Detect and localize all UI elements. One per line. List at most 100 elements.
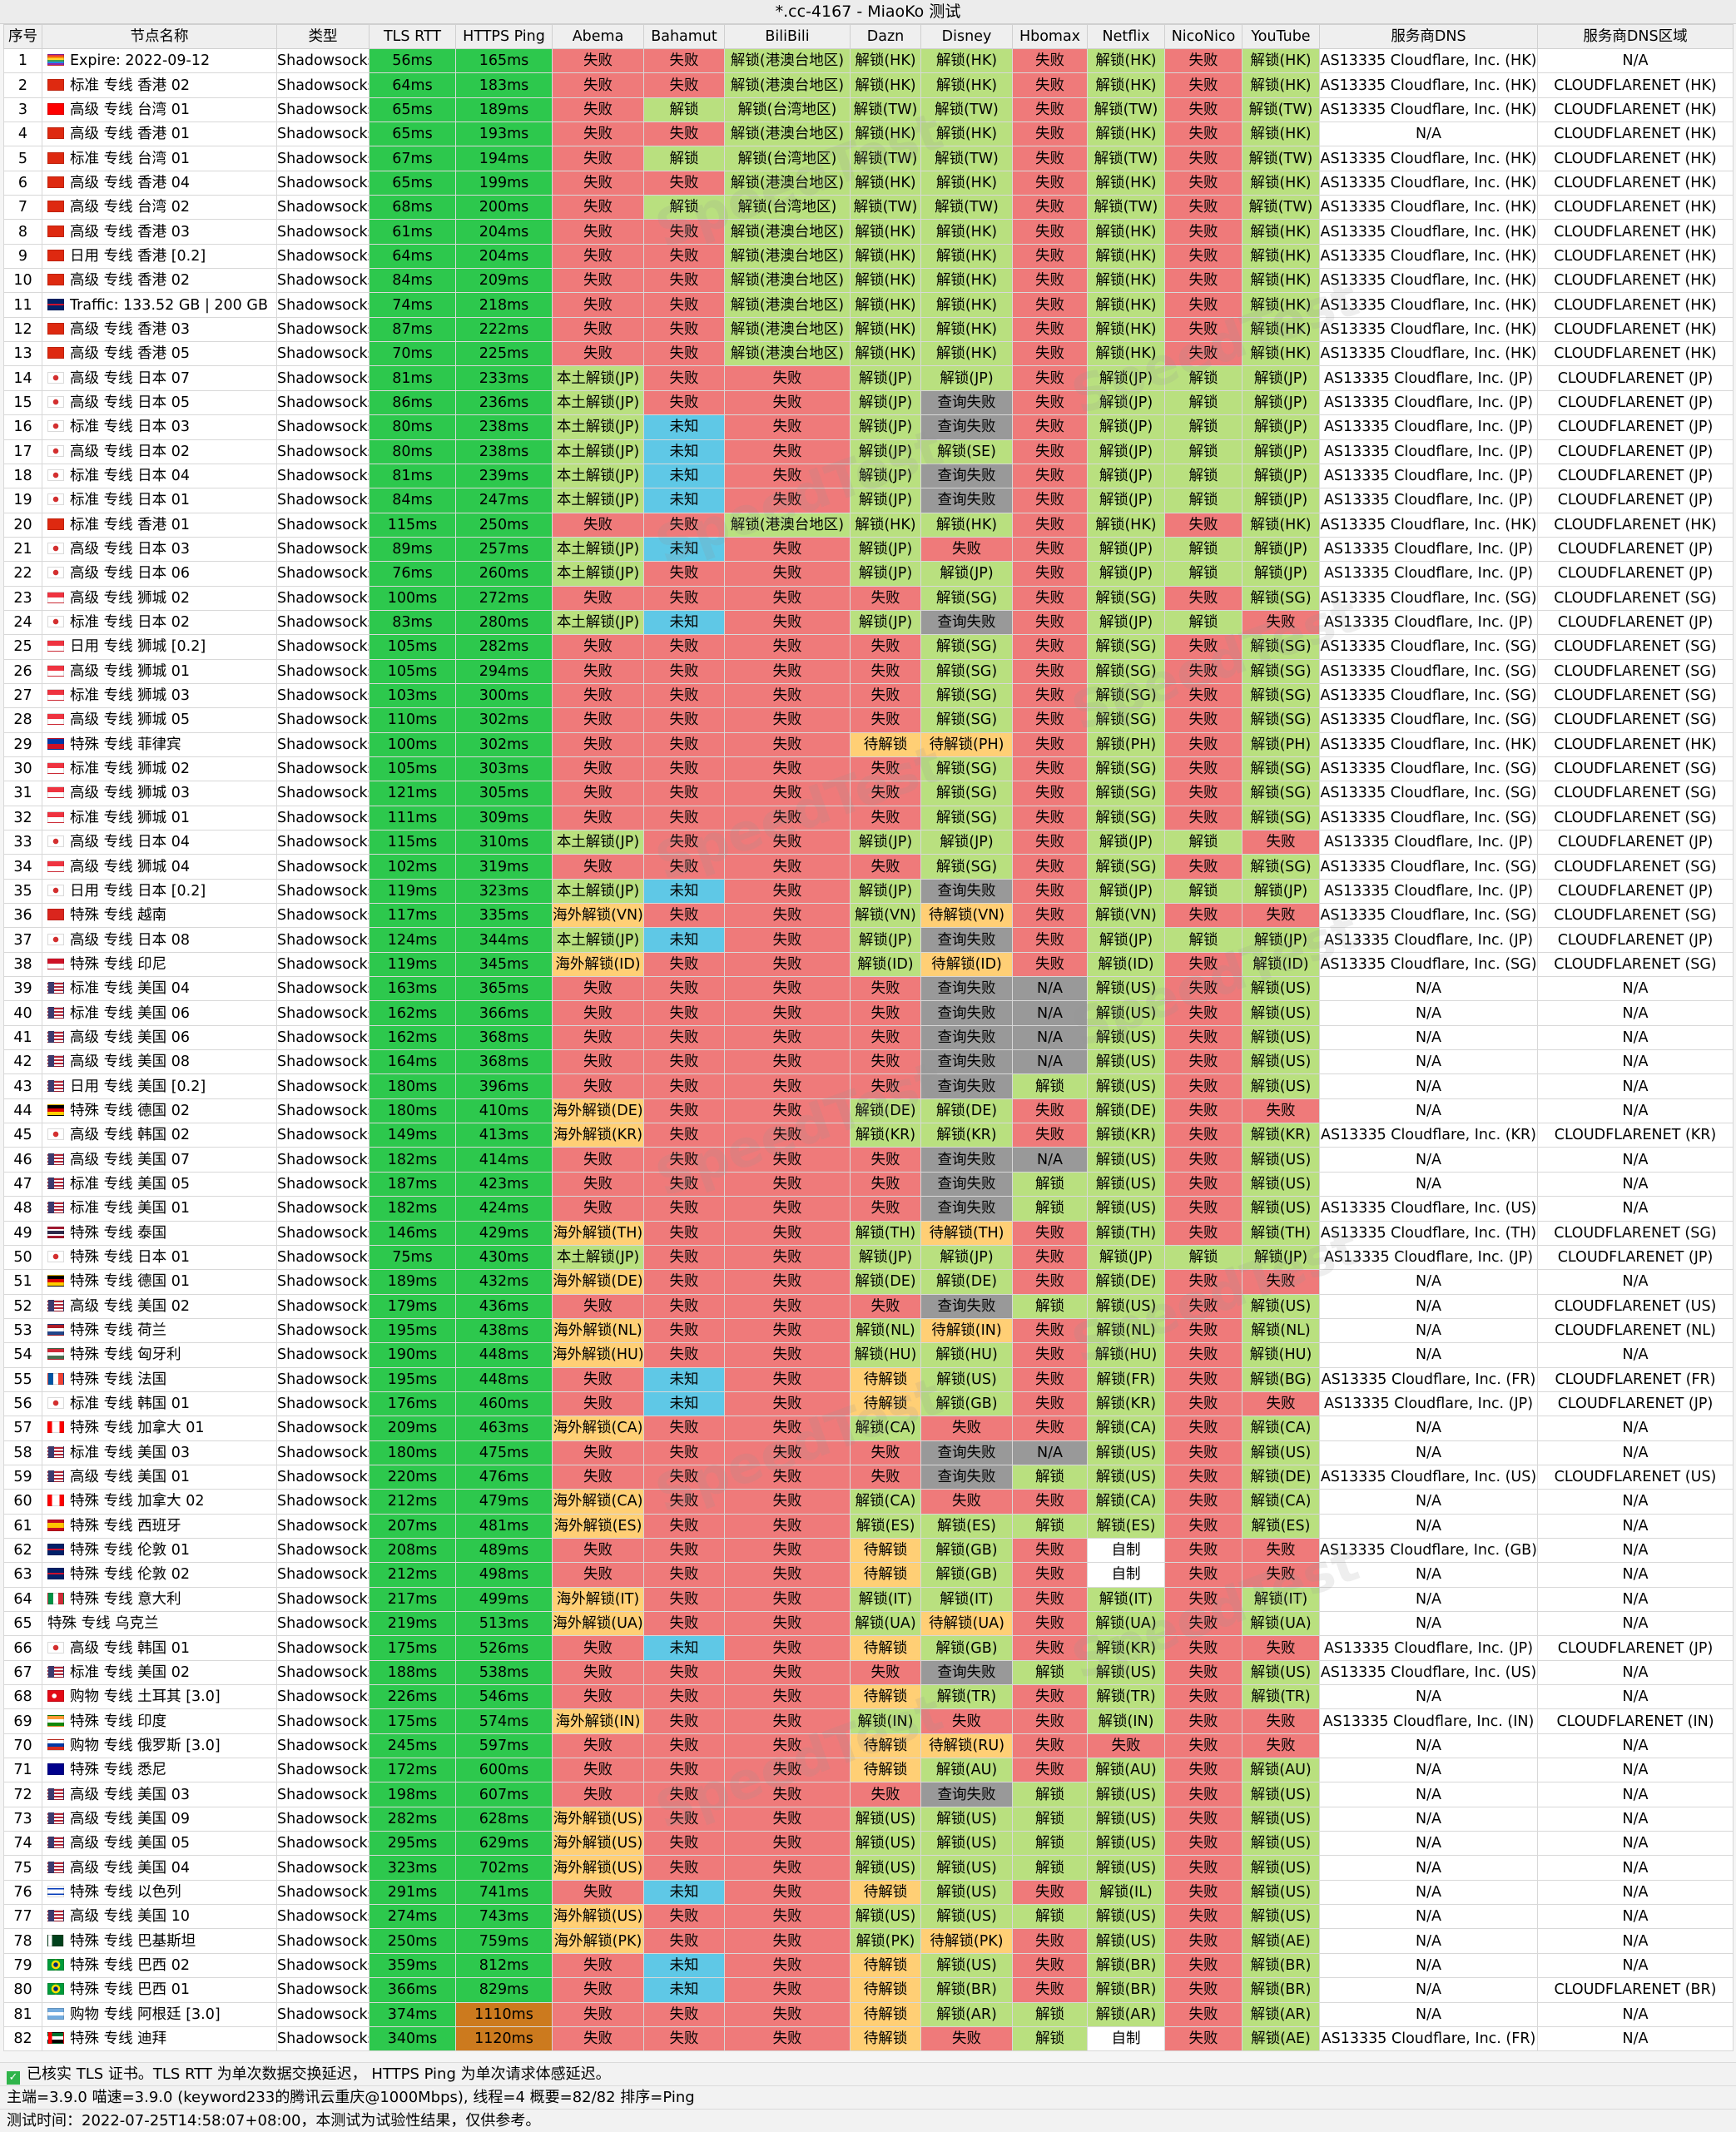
- table-row[interactable]: 36 特殊 专线 越南 Shadowsocks 117ms 335ms 海外解锁(VN) 失…: [3, 903, 1734, 929]
- table-row[interactable]: 4 高级 专线 香港 01 Shadowsocks 65ms 193ms 失败 失败 解锁(港…: [3, 121, 1734, 147]
- table-row[interactable]: 78 特殊 专线 巴基斯坦 Shadowsocks 250ms 759ms 海外解锁(PK…: [3, 1928, 1734, 1954]
- col-header-tls-rtt[interactable]: TLS RTT: [369, 24, 456, 49]
- table-row[interactable]: 77 高级 专线 美国 10 Shadowsocks 274ms 743ms 海外解锁(U…: [3, 1904, 1734, 1930]
- table-row[interactable]: 7 高级 专线 台湾 02 Shadowsocks 68ms 200ms 失败 解锁 解锁(台…: [3, 195, 1734, 221]
- table-row[interactable]: 24 标准 专线 日本 02 Shadowsocks 83ms 280ms 本土解锁(JP…: [3, 609, 1734, 636]
- table-row[interactable]: 52 高级 专线 美国 02 Shadowsocks 179ms 436ms 失败 失败 失败…: [3, 1293, 1734, 1319]
- table-row[interactable]: 34 高级 专线 狮城 04 Shadowsocks 102ms 319ms 失败 失败 失败…: [3, 854, 1734, 880]
- table-row[interactable]: 63 特殊 专线 伦敦 02 Shadowsocks 212ms 498ms 失败 失败 失败…: [3, 1562, 1734, 1588]
- table-row[interactable]: 71 特殊 专线 悉尼 Shadowsocks 172ms 600ms 失败 失败 失败 待解锁…: [3, 1758, 1734, 1783]
- table-row[interactable]: 38 特殊 专线 印尼 Shadowsocks 119ms 345ms 海外解锁(ID) 失…: [3, 951, 1734, 978]
- table-row[interactable]: 15 高级 专线 日本 05 Shadowsocks 86ms 236ms 本土解锁(JP…: [3, 389, 1734, 416]
- col-header-node-name[interactable]: 节点名称: [42, 24, 277, 49]
- table-row[interactable]: 2 标准 专线 香港 02 Shadowsocks 64ms 183ms 失败 失败 解锁(港…: [3, 72, 1734, 98]
- table-row[interactable]: 12 高级 专线 香港 03 Shadowsocks 87ms 222ms 失败 失败 解锁(…: [3, 316, 1734, 343]
- table-row[interactable]: 57 特殊 专线 加拿大 01 Shadowsocks 209ms 463ms 海外解锁(…: [3, 1416, 1734, 1441]
- table-row[interactable]: 47 标准 专线 美国 05 Shadowsocks 187ms 423ms 失败 失败 失败…: [3, 1171, 1734, 1197]
- col-header-disney[interactable]: Disney: [920, 24, 1013, 49]
- table-row[interactable]: 35 日用 专线 日本 [0.2] Shadowsocks 119ms 323ms 本土解…: [3, 878, 1734, 905]
- table-row[interactable]: 3 高级 专线 台湾 01 Shadowsocks 65ms 189ms 失败 解锁 解锁(台…: [3, 97, 1734, 123]
- table-row[interactable]: 9 日用 专线 香港 [0.2] Shadowsocks 64ms 204ms 失败 失败解…: [3, 243, 1734, 270]
- table-row[interactable]: 1 Expire: 2022-09-12 Shadowsocks 56ms 165ms 失…: [3, 47, 1734, 74]
- table-row[interactable]: 68 购物 专线 土耳其 [3.0] Shadowsocks 226ms 546ms 失败…: [3, 1684, 1734, 1710]
- table-row[interactable]: 10 高级 专线 香港 02 Shadowsocks 84ms 209ms 失败 失败 解锁(…: [3, 268, 1734, 294]
- table-row[interactable]: 75 高级 专线 美国 04 Shadowsocks 323ms 702ms 海外解锁(U…: [3, 1855, 1734, 1881]
- table-row[interactable]: 65 特殊 专线 乌克兰 Shadowsocks 219ms 513ms 海外解锁(UA)…: [3, 1610, 1734, 1637]
- table-row[interactable]: 74 高级 专线 美国 05 Shadowsocks 295ms 629ms 海外解锁(U…: [3, 1831, 1734, 1857]
- table-row[interactable]: 48 标准 专线 美国 01 Shadowsocks 182ms 424ms 失败 失败 失败…: [3, 1196, 1734, 1222]
- table-row[interactable]: 67 标准 专线 美国 02 Shadowsocks 188ms 538ms 失败 失败 失败…: [3, 1659, 1734, 1686]
- col-header-hbomax[interactable]: Hbomax: [1012, 24, 1088, 49]
- table-row[interactable]: 20 标准 专线 香港 01 Shadowsocks 115ms 250ms 失败 失败 解锁…: [3, 512, 1734, 538]
- table-row[interactable]: 66 高级 专线 韩国 01 Shadowsocks 175ms 526ms 失败 未知 失败…: [3, 1635, 1734, 1661]
- table-row[interactable]: 17 高级 专线 日本 02 Shadowsocks 80ms 238ms 本土解锁(JP…: [3, 439, 1734, 464]
- table-row[interactable]: 43 日用 专线 美国 [0.2] Shadowsocks 180ms 396ms 失败失…: [3, 1073, 1734, 1099]
- table-row[interactable]: 51 特殊 专线 德国 01 Shadowsocks 189ms 432ms 海外解锁(D…: [3, 1269, 1734, 1295]
- table-row[interactable]: 80 特殊 专线 巴西 01 Shadowsocks 366ms 829ms 失败 未知 失败…: [3, 1977, 1734, 2003]
- table-row[interactable]: 23 高级 专线 狮城 02 Shadowsocks 100ms 272ms 失败 失败 失败…: [3, 585, 1734, 611]
- table-row[interactable]: 26 高级 专线 狮城 01 Shadowsocks 105ms 294ms 失败 失败 失败…: [3, 658, 1734, 684]
- dazn-status-cell: 待解锁: [850, 1391, 921, 1417]
- col-header-type[interactable]: 类型: [276, 24, 370, 49]
- table-row[interactable]: 69 特殊 专线 印度 Shadowsocks 175ms 574ms 海外解锁(IN) 失…: [3, 1708, 1734, 1734]
- table-row[interactable]: 60 特殊 专线 加拿大 02 Shadowsocks 212ms 479ms 海外解锁(…: [3, 1489, 1734, 1515]
- table-row[interactable]: 29 特殊 专线 菲律宾 Shadowsocks 100ms 302ms 失败 失败 失败 待解…: [3, 731, 1734, 757]
- table-row[interactable]: 50 特殊 专线 日本 01 Shadowsocks 75ms 430ms 本土解锁(JP…: [3, 1244, 1734, 1271]
- table-row[interactable]: 44 特殊 专线 德国 02 Shadowsocks 180ms 410ms 海外解锁(D…: [3, 1098, 1734, 1124]
- col-header-abema[interactable]: Abema: [552, 24, 644, 49]
- table-row[interactable]: 73 高级 专线 美国 09 Shadowsocks 282ms 628ms 海外解锁(U…: [3, 1806, 1734, 1832]
- table-row[interactable]: 5 标准 专线 台湾 01 Shadowsocks 67ms 194ms 失败 解锁 解锁(台…: [3, 146, 1734, 171]
- table-row[interactable]: 22 高级 专线 日本 06 Shadowsocks 76ms 260ms 本土解锁(JP…: [3, 561, 1734, 587]
- col-header-bahamut[interactable]: Bahamut: [643, 24, 725, 49]
- table-row[interactable]: 64 特殊 专线 意大利 Shadowsocks 217ms 499ms 海外解锁(IT)…: [3, 1586, 1734, 1613]
- table-row[interactable]: 46 高级 专线 美国 07 Shadowsocks 182ms 414ms 失败 失败 失败…: [3, 1147, 1734, 1173]
- table-row[interactable]: 6 高级 专线 香港 04 Shadowsocks 65ms 199ms 失败 失败 解锁(港…: [3, 170, 1734, 196]
- table-row[interactable]: 45 高级 专线 韩国 02 Shadowsocks 149ms 413ms 海外解锁(K…: [3, 1123, 1734, 1148]
- table-row[interactable]: 72 高级 专线 美国 03 Shadowsocks 198ms 607ms 失败 失败 失败…: [3, 1782, 1734, 1807]
- table-row[interactable]: 49 特殊 专线 泰国 Shadowsocks 146ms 429ms 海外解锁(TH) 失…: [3, 1220, 1734, 1246]
- table-row[interactable]: 25 日用 专线 狮城 [0.2] Shadowsocks 105ms 282ms 失败失…: [3, 634, 1734, 660]
- table-row[interactable]: 79 特殊 专线 巴西 02 Shadowsocks 359ms 812ms 失败 未知 失败…: [3, 1952, 1734, 1979]
- table-row[interactable]: 53 特殊 专线 荷兰 Shadowsocks 195ms 438ms 海外解锁(NL) 失…: [3, 1317, 1734, 1344]
- table-row[interactable]: 8 高级 专线 香港 03 Shadowsocks 61ms 204ms 失败 失败 解锁(港…: [3, 219, 1734, 245]
- table-row[interactable]: 19 标准 专线 日本 01 Shadowsocks 84ms 247ms 本土解锁(JP…: [3, 488, 1734, 513]
- table-row[interactable]: 28 高级 专线 狮城 05 Shadowsocks 110ms 302ms 失败 失败 失败…: [3, 707, 1734, 733]
- col-header-index[interactable]: 序号: [3, 24, 42, 49]
- col-header-dns-region[interactable]: 服务商DNS区域: [1537, 24, 1734, 49]
- table-row[interactable]: 58 标准 专线 美国 03 Shadowsocks 180ms 475ms 失败 失败 失败…: [3, 1440, 1734, 1465]
- table-row[interactable]: 30 标准 专线 狮城 02 Shadowsocks 105ms 303ms 失败 失败 失败…: [3, 756, 1734, 782]
- table-row[interactable]: 61 特殊 专线 西班牙 Shadowsocks 207ms 481ms 海外解锁(ES)…: [3, 1513, 1734, 1539]
- table-row[interactable]: 42 高级 专线 美国 08 Shadowsocks 164ms 368ms 失败 失败 失败…: [3, 1049, 1734, 1075]
- table-row[interactable]: 54 特殊 专线 匈牙利 Shadowsocks 190ms 448ms 海外解锁(HU)…: [3, 1342, 1734, 1368]
- col-header-bilibili[interactable]: BiliBili: [724, 24, 851, 49]
- table-row[interactable]: 37 高级 专线 日本 08 Shadowsocks 124ms 344ms 本土解锁(J…: [3, 927, 1734, 953]
- col-header-dns[interactable]: 服务商DNS: [1319, 24, 1538, 49]
- table-row[interactable]: 27 标准 专线 狮城 03 Shadowsocks 103ms 300ms 失败 失败 失败…: [3, 682, 1734, 709]
- table-row[interactable]: 40 标准 专线 美国 06 Shadowsocks 162ms 366ms 失败 失败 失败…: [3, 1000, 1734, 1026]
- col-header-youtube[interactable]: YouTube: [1242, 24, 1320, 49]
- table-row[interactable]: 39 标准 专线 美国 04 Shadowsocks 163ms 365ms 失败 失败 失败…: [3, 976, 1734, 1002]
- table-row[interactable]: 32 标准 专线 狮城 01 Shadowsocks 111ms 309ms 失败 失败 失败…: [3, 805, 1734, 831]
- table-row[interactable]: 70 购物 专线 俄罗斯 [3.0] Shadowsocks 245ms 597ms 失败…: [3, 1733, 1734, 1759]
- table-row[interactable]: 14 高级 专线 日本 07 Shadowsocks 81ms 233ms 本土解锁(JP…: [3, 365, 1734, 391]
- table-row[interactable]: 13 高级 专线 香港 05 Shadowsocks 70ms 225ms 失败 失败 解锁(…: [3, 341, 1734, 367]
- table-row[interactable]: 33 高级 专线 日本 04 Shadowsocks 115ms 310ms 本土解锁(J…: [3, 829, 1734, 855]
- table-row[interactable]: 62 特殊 专线 伦敦 01 Shadowsocks 208ms 489ms 失败 失败 失败…: [3, 1537, 1734, 1564]
- table-row[interactable]: 21 高级 专线 日本 03 Shadowsocks 89ms 257ms 本土解锁(JP…: [3, 536, 1734, 563]
- table-row[interactable]: 55 特殊 专线 法国 Shadowsocks 195ms 448ms 失败 未知 失败 待解锁…: [3, 1366, 1734, 1392]
- table-row[interactable]: 59 高级 专线 美国 01 Shadowsocks 220ms 476ms 失败 失败 失败…: [3, 1464, 1734, 1490]
- col-header-niconico[interactable]: NicoNico: [1164, 24, 1242, 49]
- table-row[interactable]: 31 高级 专线 狮城 03 Shadowsocks 121ms 305ms 失败 失败 失败…: [3, 781, 1734, 806]
- table-row[interactable]: 56 标准 专线 韩国 01 Shadowsocks 176ms 460ms 失败 未知 失败…: [3, 1391, 1734, 1417]
- table-row[interactable]: 82 特殊 专线 迪拜 Shadowsocks 340ms 1120ms 失败 失败 失败 待解…: [3, 2025, 1734, 2052]
- table-row[interactable]: 76 特殊 专线 以色列 Shadowsocks 291ms 741ms 失败 未知 失败 待解…: [3, 1879, 1734, 1906]
- col-header-dazn[interactable]: Dazn: [850, 24, 921, 49]
- table-row[interactable]: 81 购物 专线 阿根廷 [3.0] Shadowsocks 374ms 1110ms 失…: [3, 2001, 1734, 2027]
- row-index-cell: 80: [3, 1977, 42, 2003]
- table-row[interactable]: 11 Traffic: 133.52 GB | 200 GB Shadowsocks…: [3, 292, 1734, 318]
- col-header-netflix[interactable]: Netflix: [1087, 24, 1165, 49]
- table-row[interactable]: 18 标准 专线 日本 04 Shadowsocks 81ms 239ms 本土解锁(JP…: [3, 463, 1734, 489]
- table-row[interactable]: 16 标准 专线 日本 03 Shadowsocks 80ms 238ms 本土解锁(JP…: [3, 414, 1734, 440]
- col-header-https-ping[interactable]: HTTPS Ping: [455, 24, 553, 49]
- table-row[interactable]: 41 高级 专线 美国 06 Shadowsocks 162ms 368ms 失败 失败 失败…: [3, 1024, 1734, 1051]
